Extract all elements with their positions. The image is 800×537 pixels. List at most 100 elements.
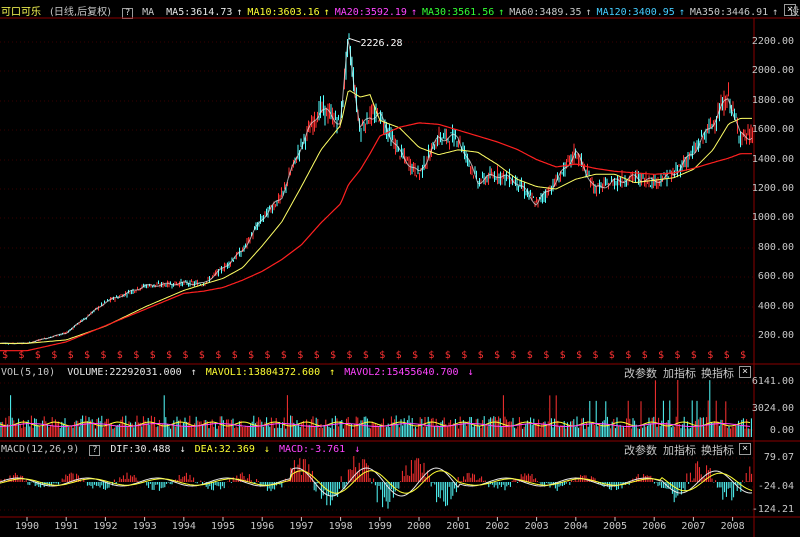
year-label: 1995 [211,521,236,532]
dividend-marker: $ [314,350,320,361]
dividend-marker: $ [68,350,74,361]
ma-trend-arrow: ↑ [678,7,685,18]
year-label: 1990 [15,521,40,532]
peak-label: 2226.28 [360,38,402,49]
vol-axis-label: 3024.00 [751,403,794,414]
dividend-marker: $ [625,350,631,361]
dividend-marker: $ [428,350,434,361]
ma-legend-item: MA60:3489.35 [509,7,582,18]
year-label: 1999 [367,521,392,532]
stock-title: 可口可乐 [1,7,41,18]
vol-edit-params-button[interactable]: 改参数 [624,367,657,380]
ma-legend-item: MA10:3603.16 [247,7,320,18]
macd-add-indicator-button[interactable]: 加指标 [663,444,696,457]
price-axis-label: 2200.00 [751,36,794,47]
vol-axis-label: 0.00 [769,425,794,436]
dif-line [0,467,753,497]
vol-switch-indicator-button[interactable]: 换指标 [701,367,734,380]
mavol2-label: MAVOL2:15455640.700 [344,367,459,378]
vol-arrow-up: ↑ [190,367,197,378]
macd-help-button[interactable]: ? [89,445,101,456]
ma-settings-button[interactable]: 设置均线 [789,7,800,18]
price-axis-label: 800.00 [757,241,794,253]
dividend-marker: $ [346,350,352,361]
ma-trend-arrow: ↑ [498,7,505,18]
dividend-marker: $ [707,350,713,361]
dividend-marker: $ [182,350,188,361]
chart-header: 可口可乐 (日线,后复权) ? MA MA5:3614.73 ↑ MA10:3603… [1,3,800,19]
price-axis-label: 1800.00 [751,94,794,106]
dividend-marker: $ [461,350,467,361]
close-main-icon[interactable]: × [784,4,796,16]
dividend-marker: $ [133,350,139,361]
dividend-marker: $ [18,350,24,361]
dividend-marker: $ [264,350,270,361]
dea-label: DEA:32.369 [194,444,255,455]
year-label: 2006 [642,521,667,532]
price-axis-label: 1600.00 [751,124,794,136]
price-axis-label: 1200.00 [751,183,794,194]
year-label: 1992 [93,521,118,532]
ma120-line [0,90,752,344]
dividend-marker: $ [543,350,549,361]
dividend-marker: $ [560,350,566,361]
year-label: 2003 [524,521,549,532]
dividend-marker: $ [379,350,385,361]
dividend-marker: $ [674,350,680,361]
year-label: 1994 [171,521,196,532]
macd-arrow: ↓ [354,444,361,455]
ma-trend-arrow: ↑ [236,7,243,18]
dividend-marker: $ [215,350,221,361]
vol-axis-label: 6141.00 [751,376,794,387]
macd-edit-params-button[interactable]: 改参数 [624,444,657,457]
year-label: 2007 [681,521,706,532]
dividend-marker: $ [35,350,41,361]
dif-arrow: ↓ [179,444,186,455]
peak-pointer [348,37,361,43]
year-label: 2002 [485,521,510,532]
year-label: 1991 [54,521,79,532]
ma5-line [0,39,753,345]
mavol1-line [0,421,751,427]
close-macd-icon[interactable]: × [739,443,751,455]
ma-trend-arrow: ↑ [772,7,779,18]
mavol2-arrow: ↓ [467,367,474,378]
volume-label: VOLUME:22292031.000 [67,367,182,378]
dividend-marker: $ [412,350,418,361]
dividend-marker: $ [363,350,369,361]
ma-trend-arrow: ↑ [585,7,592,18]
dividend-marker: $ [527,350,533,361]
dividend-marker: $ [740,350,746,361]
dividend-marker: $ [642,350,648,361]
ma350-line [0,122,752,352]
ma-legend-item: MA350:3446.91 [689,7,769,18]
ma-legend-item: MA5:3614.73 [166,7,233,18]
close-volume-icon[interactable]: × [739,366,751,378]
price-axis-label: 200.00 [757,330,794,341]
dividend-marker: $ [117,350,123,361]
dividend-marker: $ [510,350,516,361]
year-label: 1993 [132,521,157,532]
macd-value-label: MACD:-3.761 [278,444,346,455]
dividend-marker: $ [592,350,598,361]
dividend-marker: $ [691,350,697,361]
ma-legend-item: MA30:3561.56 [421,7,495,18]
dividend-marker: $ [576,350,582,361]
macd-axis-label: -24.04 [757,481,794,492]
vol-add-indicator-button[interactable]: 加指标 [663,367,696,380]
dividend-marker: $ [166,350,172,361]
year-label: 1997 [289,521,314,532]
price-axis-label: 1400.00 [751,153,794,165]
dea-arrow: ↓ [263,444,270,455]
macd-axis-label: -124.21 [751,504,794,515]
price-axis-label: 1000.00 [751,212,794,224]
macd-switch-indicator-button[interactable]: 换指标 [701,444,734,457]
vol-title: VOL(5,10) [1,367,56,378]
dividend-marker: $ [199,350,205,361]
ma-tag: MA [142,7,155,18]
volume-header: VOL(5,10) VOLUME:22292031.000 ↑ MAVOL1:1… [1,367,800,380]
year-label: 2001 [446,521,471,532]
price-axis-label: 600.00 [757,271,794,283]
dividend-marker: $ [609,350,615,361]
